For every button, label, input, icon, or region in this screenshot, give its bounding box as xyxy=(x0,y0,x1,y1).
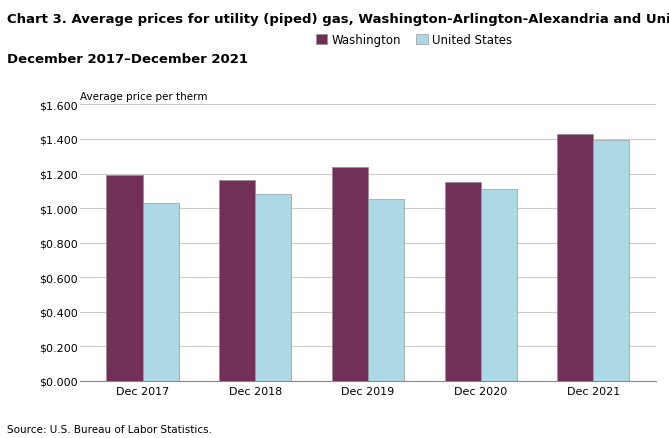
Bar xyxy=(142,203,179,381)
Bar xyxy=(593,141,630,381)
Bar xyxy=(332,167,368,381)
Bar xyxy=(480,190,516,381)
Bar xyxy=(256,195,291,381)
Bar xyxy=(106,176,142,381)
Text: Chart 3. Average prices for utility (piped) gas, Washington-Arlington-Alexandria: Chart 3. Average prices for utility (pip… xyxy=(7,13,669,26)
Bar xyxy=(219,181,256,381)
Text: Average price per therm: Average price per therm xyxy=(80,92,208,102)
Text: December 2017–December 2021: December 2017–December 2021 xyxy=(7,53,248,66)
Bar xyxy=(368,200,404,381)
Text: Source: U.S. Bureau of Labor Statistics.: Source: U.S. Bureau of Labor Statistics. xyxy=(7,424,211,434)
Bar xyxy=(557,134,593,381)
Bar xyxy=(445,183,480,381)
Legend: Washington, United States: Washington, United States xyxy=(316,34,512,47)
